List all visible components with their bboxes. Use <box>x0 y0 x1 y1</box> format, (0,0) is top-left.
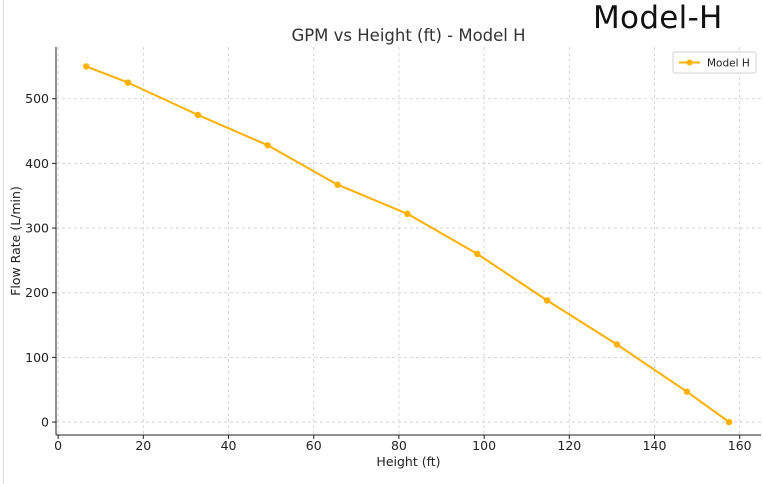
model-brand-label: Model-H <box>593 0 723 36</box>
data-point <box>334 181 341 188</box>
y-axis-label: Flow Rate (L/min) <box>8 186 23 296</box>
data-point <box>683 388 691 395</box>
x-tick-label: 140 <box>643 438 667 453</box>
series <box>83 63 733 426</box>
x-tick-label: 0 <box>54 438 62 453</box>
left-border-line <box>3 0 4 484</box>
y-tick-label: 100 <box>25 350 49 365</box>
x-tick-label: 120 <box>557 438 581 453</box>
y-tick-label: 200 <box>25 285 49 300</box>
data-point <box>404 210 411 218</box>
series-line-model-h <box>85 65 730 423</box>
legend-label: Model H <box>707 58 750 70</box>
data-point <box>194 111 202 119</box>
chart-title: GPM vs Height (ft) - Model H <box>291 26 525 45</box>
x-tick-label: 80 <box>391 438 407 453</box>
y-tick-label: 300 <box>25 221 49 236</box>
data-point <box>543 297 551 304</box>
axis-ticks: 0 20 40 60 80 100 120 140 160 0 100 200 300 400 500 <box>25 91 752 453</box>
x-tick-label: 40 <box>221 438 237 453</box>
axes <box>55 47 761 436</box>
data-point <box>83 63 90 70</box>
x-tick-label: 60 <box>306 438 322 453</box>
x-tick-label: 100 <box>472 438 496 453</box>
grid-lines <box>56 47 761 435</box>
legend: Model H <box>672 51 757 74</box>
data-point <box>725 418 733 426</box>
x-tick-label: 160 <box>728 438 752 453</box>
legend-swatch-marker <box>686 59 693 66</box>
legend-box <box>672 51 757 74</box>
y-tick-label: 400 <box>25 156 49 171</box>
data-point <box>264 142 271 149</box>
data-point <box>124 79 132 86</box>
data-point <box>474 250 481 258</box>
data-point <box>613 341 621 348</box>
y-tick-label: 0 <box>41 415 49 430</box>
x-tick-label: 20 <box>135 438 151 453</box>
x-axis-label: Height (ft) <box>376 454 440 469</box>
y-tick-label: 500 <box>25 91 49 106</box>
